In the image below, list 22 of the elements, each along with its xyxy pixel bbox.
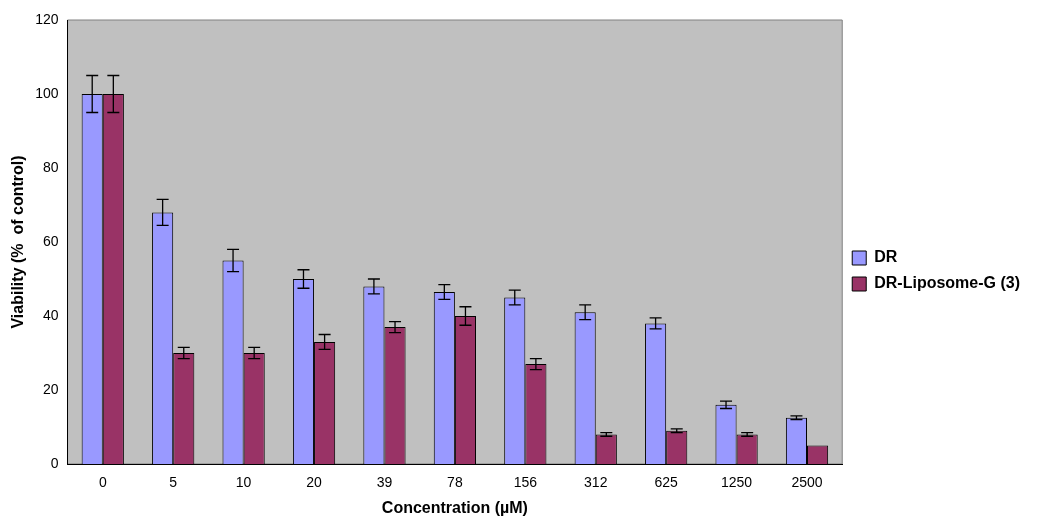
y-tick-label: 80 — [42, 158, 59, 175]
x-tick-label: 312 — [584, 474, 608, 491]
legend-label: DR — [874, 248, 898, 266]
y-tick-label: 120 — [35, 10, 59, 27]
x-axis-title: Concentration (µM) — [381, 498, 528, 516]
y-tick-label: 60 — [42, 232, 59, 249]
x-tick-label: 1250 — [721, 474, 753, 491]
x-tick-label: 156 — [513, 474, 538, 491]
x-tick-label: 39 — [376, 474, 393, 491]
x-tick-label: 2500 — [791, 474, 823, 491]
x-tick-label: 625 — [654, 474, 679, 491]
x-tick-label: 0 — [98, 474, 107, 491]
x-tick-label: 78 — [447, 474, 463, 491]
x-tick-label: 20 — [306, 474, 323, 491]
y-tick-label: 20 — [42, 380, 59, 397]
y-tick-label: 100 — [35, 84, 59, 101]
y-tick-label: 0 — [50, 454, 59, 471]
y-axis-title: Viability (% of control) — [9, 155, 27, 329]
y-tick-label: 40 — [42, 306, 59, 323]
x-tick-label: 10 — [235, 474, 252, 491]
x-tick-label: 5 — [169, 474, 178, 491]
legend-label: DR-Liposome-G (3) — [874, 274, 1021, 292]
